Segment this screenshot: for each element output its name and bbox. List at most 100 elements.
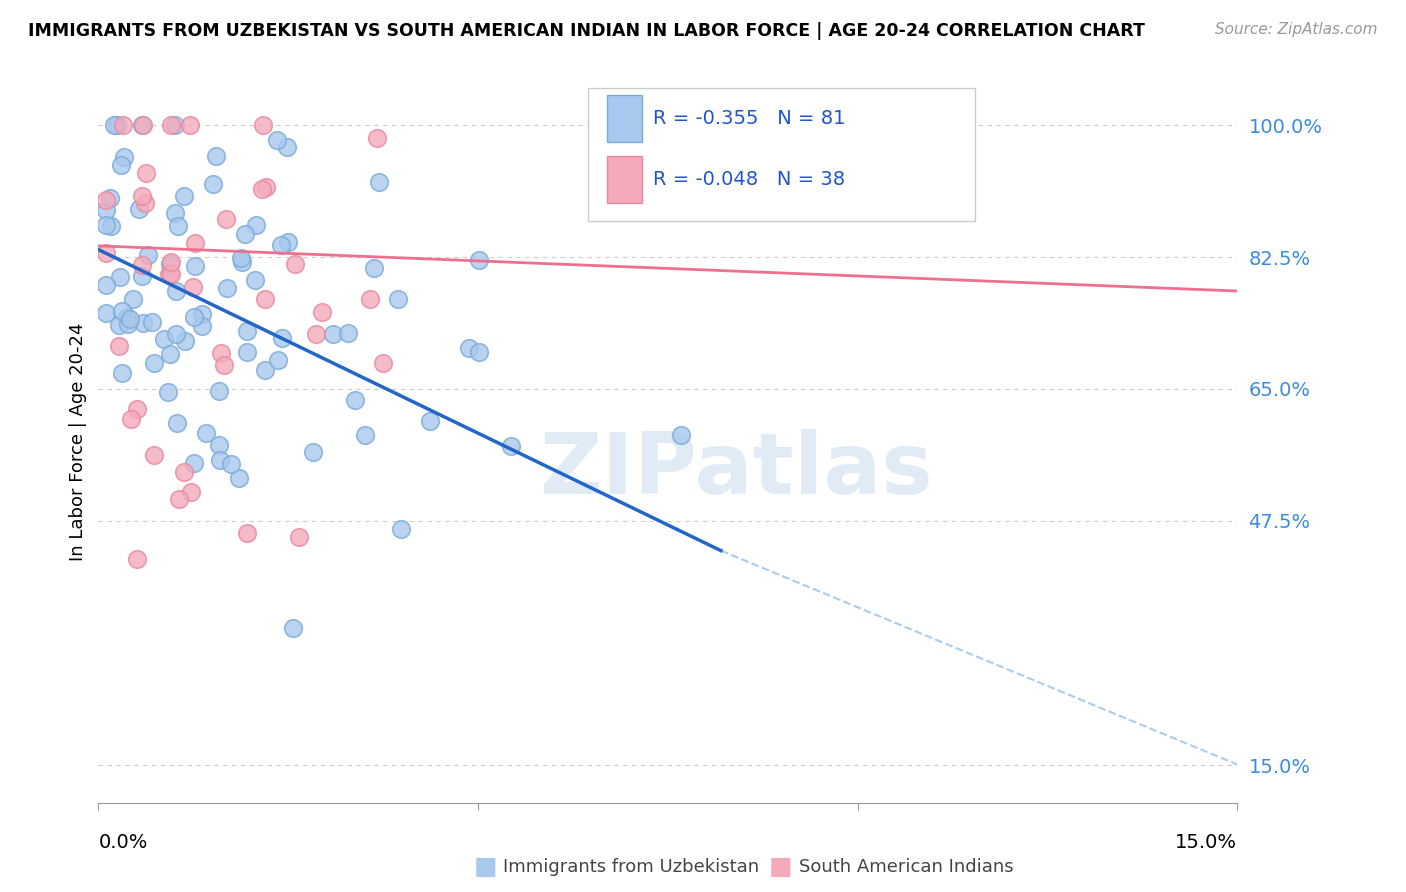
Point <box>131 189 153 203</box>
Point <box>254 363 277 377</box>
Point <box>94 193 117 207</box>
Point <box>322 326 344 341</box>
Point <box>190 307 212 321</box>
FancyBboxPatch shape <box>588 87 976 221</box>
Point <box>245 273 267 287</box>
Point <box>142 356 165 370</box>
Point <box>228 471 250 485</box>
Point <box>167 219 190 233</box>
Point <box>159 257 181 271</box>
Point <box>153 333 176 347</box>
Point <box>236 324 259 338</box>
Text: IMMIGRANTS FROM UZBEKISTAN VS SOUTH AMERICAN INDIAN IN LABOR FORCE | AGE 20-24 C: IMMIGRANTS FROM UZBEKISTAN VS SOUTH AMER… <box>28 22 1144 40</box>
Point <box>112 119 135 133</box>
Point <box>131 258 153 272</box>
Point <box>111 304 134 318</box>
Point <box>114 150 136 164</box>
Point <box>468 345 491 359</box>
Point <box>179 119 201 133</box>
Point <box>142 448 165 462</box>
Point <box>157 384 180 399</box>
Point <box>271 331 294 345</box>
Point <box>373 356 395 370</box>
Text: South American Indians: South American Indians <box>799 858 1014 876</box>
Text: ■: ■ <box>769 855 792 879</box>
Point <box>110 366 132 380</box>
Point <box>359 292 381 306</box>
Point <box>181 280 204 294</box>
Text: ■: ■ <box>474 855 496 879</box>
Point <box>190 318 212 333</box>
Point <box>387 292 409 306</box>
Point <box>215 211 238 226</box>
Point <box>120 311 142 326</box>
Bar <box>607 95 641 142</box>
Text: 0.0%: 0.0% <box>98 833 148 852</box>
Point <box>236 345 259 359</box>
Point <box>305 326 328 341</box>
Point <box>128 202 150 217</box>
Point <box>368 175 391 189</box>
Point <box>217 280 239 294</box>
Point <box>165 119 187 133</box>
Point <box>180 485 202 500</box>
Point <box>94 218 117 232</box>
Text: R = -0.355   N = 81: R = -0.355 N = 81 <box>652 109 845 128</box>
Point <box>110 158 132 172</box>
Point <box>302 444 325 458</box>
Point <box>204 149 226 163</box>
Point <box>277 235 299 249</box>
Point <box>94 245 117 260</box>
Point <box>389 522 412 536</box>
Point <box>125 401 148 416</box>
Point <box>173 188 195 202</box>
Point <box>467 252 489 267</box>
Point <box>457 341 479 355</box>
Point <box>344 393 367 408</box>
Bar <box>607 156 641 203</box>
Point <box>157 268 180 282</box>
Point <box>183 310 205 324</box>
Point <box>270 237 292 252</box>
Point <box>160 255 183 269</box>
Point <box>208 384 231 398</box>
Point <box>173 334 195 349</box>
Point <box>266 133 288 147</box>
Point <box>167 491 190 506</box>
Point <box>165 284 187 298</box>
Text: Source: ZipAtlas.com: Source: ZipAtlas.com <box>1215 22 1378 37</box>
Point <box>159 347 181 361</box>
Point <box>131 119 153 133</box>
Text: R = -0.048   N = 38: R = -0.048 N = 38 <box>652 170 845 189</box>
Text: ZIPatlas: ZIPatlas <box>540 429 934 512</box>
Point <box>337 326 360 341</box>
Point <box>125 552 148 566</box>
Point <box>100 219 122 233</box>
Point <box>363 260 385 275</box>
Point <box>209 453 232 467</box>
Point <box>108 318 131 333</box>
Point <box>284 257 307 271</box>
Text: 15.0%: 15.0% <box>1175 833 1237 852</box>
Point <box>173 465 195 479</box>
Point <box>141 315 163 329</box>
Point <box>132 119 155 133</box>
Point <box>499 439 522 453</box>
Point <box>208 437 231 451</box>
Point <box>94 277 117 292</box>
Point <box>209 346 232 360</box>
Point <box>134 196 156 211</box>
Point <box>671 427 693 442</box>
Point <box>253 292 276 306</box>
Point <box>159 267 181 281</box>
Point <box>159 119 181 133</box>
Y-axis label: In Labor Force | Age 20-24: In Labor Force | Age 20-24 <box>69 322 87 561</box>
Point <box>233 227 256 241</box>
Point <box>131 268 153 283</box>
Point <box>132 316 155 330</box>
Point <box>98 191 121 205</box>
Point <box>254 180 277 194</box>
Point <box>311 305 333 319</box>
Point <box>245 218 267 232</box>
Point <box>194 426 217 441</box>
